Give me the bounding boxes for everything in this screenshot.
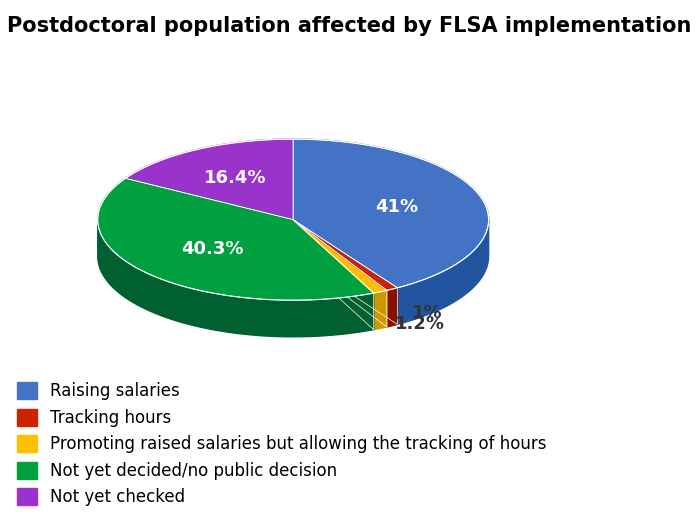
Polygon shape <box>397 220 489 324</box>
Polygon shape <box>387 288 397 327</box>
Text: 1%: 1% <box>412 304 443 322</box>
Polygon shape <box>98 178 373 300</box>
Polygon shape <box>126 139 293 220</box>
Polygon shape <box>373 290 387 329</box>
Text: Postdoctoral population affected by FLSA implementation plans: Postdoctoral population affected by FLSA… <box>7 16 698 36</box>
Text: 40.3%: 40.3% <box>181 240 244 258</box>
Polygon shape <box>98 221 373 337</box>
Polygon shape <box>293 220 397 290</box>
Legend: Raising salaries, Tracking hours, Promoting raised salaries but allowing the tra: Raising salaries, Tracking hours, Promot… <box>8 374 555 515</box>
Polygon shape <box>293 139 489 288</box>
Text: 1.2%: 1.2% <box>394 315 445 333</box>
Text: 41%: 41% <box>375 198 418 217</box>
Text: 16.4%: 16.4% <box>204 168 267 187</box>
Polygon shape <box>293 220 387 293</box>
